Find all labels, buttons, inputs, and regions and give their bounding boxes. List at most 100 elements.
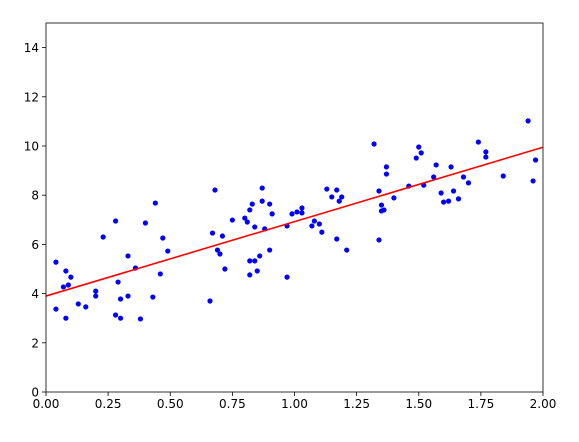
point — [299, 205, 305, 211]
x-tick-label: 1.50 — [405, 397, 432, 411]
x-tick-label: 1.00 — [281, 397, 308, 411]
point — [150, 294, 156, 300]
point — [160, 235, 166, 241]
y-tick-label: 6 — [31, 238, 39, 252]
point — [212, 187, 218, 193]
point — [344, 247, 350, 253]
point — [311, 218, 317, 224]
point — [252, 258, 258, 264]
point — [209, 230, 216, 236]
y-tick-label: 10 — [24, 140, 39, 154]
point — [142, 220, 148, 226]
point — [93, 293, 99, 299]
point — [115, 279, 121, 285]
point — [269, 211, 275, 217]
point — [334, 236, 340, 242]
point — [445, 198, 452, 204]
point — [125, 253, 131, 259]
point — [53, 306, 59, 312]
point — [371, 141, 377, 147]
point — [100, 234, 106, 240]
point — [112, 218, 119, 224]
point — [242, 215, 248, 221]
point — [483, 154, 489, 160]
point — [217, 251, 223, 257]
x-tick-label: 0.25 — [95, 397, 122, 411]
point — [65, 282, 71, 288]
point — [53, 259, 59, 265]
point — [289, 211, 295, 217]
plot-frame — [45, 22, 544, 393]
x-tick-label: 1.25 — [343, 397, 370, 411]
point — [259, 185, 265, 191]
point — [247, 207, 253, 213]
point — [500, 173, 506, 179]
point — [63, 268, 69, 274]
point — [299, 210, 305, 216]
point — [267, 247, 273, 253]
point — [525, 118, 531, 124]
point — [381, 207, 387, 213]
point — [112, 312, 119, 318]
x-tick-label: 2.00 — [530, 397, 557, 411]
y-tick-label: 4 — [31, 287, 39, 301]
point — [448, 164, 454, 170]
point — [413, 155, 419, 161]
point — [339, 194, 345, 200]
point — [383, 171, 390, 177]
y-tick-label: 0 — [31, 386, 39, 400]
point — [455, 196, 462, 202]
x-tick-label: 0.75 — [219, 397, 246, 411]
point — [532, 157, 539, 163]
point — [249, 201, 255, 207]
point — [316, 221, 322, 227]
point — [319, 229, 325, 235]
point — [433, 162, 439, 168]
point — [418, 150, 424, 156]
point — [475, 139, 481, 145]
y-tick-label: 12 — [24, 90, 39, 104]
point — [207, 298, 213, 304]
point — [63, 315, 69, 321]
point — [137, 316, 144, 322]
point — [247, 272, 253, 278]
point — [391, 195, 397, 201]
x-tick-label: 0.50 — [157, 397, 184, 411]
point — [93, 288, 99, 294]
point — [244, 219, 250, 225]
point — [257, 253, 263, 259]
point — [460, 174, 467, 180]
x-tick-label: 1.75 — [468, 397, 495, 411]
point — [376, 237, 382, 243]
point — [165, 248, 171, 254]
point — [294, 209, 300, 215]
point — [214, 247, 221, 253]
point — [157, 271, 163, 277]
point — [125, 293, 131, 299]
y-tick-label: 8 — [31, 189, 39, 203]
point — [450, 188, 457, 194]
y-tick-label: 2 — [31, 336, 39, 350]
point — [416, 144, 422, 150]
point — [259, 198, 265, 204]
point — [378, 202, 385, 208]
point — [252, 224, 258, 230]
point — [483, 149, 489, 155]
point — [431, 174, 437, 180]
point — [75, 301, 81, 307]
point — [222, 266, 228, 272]
point — [60, 284, 66, 290]
x-tick-label: 0.00 — [33, 397, 60, 411]
point — [229, 217, 235, 223]
point — [152, 200, 158, 206]
point — [247, 258, 253, 264]
point — [254, 268, 260, 274]
point — [465, 180, 472, 186]
point — [219, 233, 226, 239]
point — [117, 315, 124, 321]
point — [83, 304, 89, 310]
point — [267, 201, 273, 207]
point — [438, 190, 444, 196]
point — [68, 274, 74, 280]
